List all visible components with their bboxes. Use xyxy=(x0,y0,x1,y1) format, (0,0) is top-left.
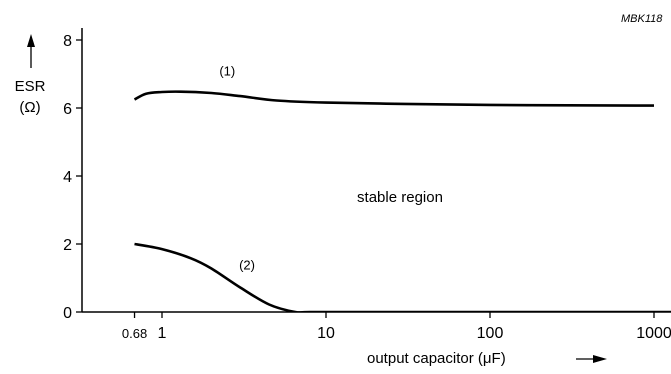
x-tick-label: 1 xyxy=(158,325,167,342)
x-tick-label: 0.68 xyxy=(122,326,147,341)
y-tick-label: 0 xyxy=(63,305,72,322)
x-ticks: 0.68 1 10 100 1000 xyxy=(122,312,671,342)
series-line-2 xyxy=(134,242,671,312)
series-line-1 xyxy=(133,90,655,107)
x-axis-arrow-head xyxy=(593,355,607,363)
figure-id: MBK118 xyxy=(621,13,663,25)
y-axis-arrow-head xyxy=(27,34,35,47)
x-tick-label: 10 xyxy=(317,325,335,342)
y-axis-label-line1: ESR xyxy=(15,78,46,95)
series-label-1: (1) xyxy=(219,64,235,79)
series-labels: (1) (2) xyxy=(219,64,255,273)
x-axis-title: output capacitor (μF) xyxy=(367,350,607,367)
y-ticks: 0 2 4 6 8 xyxy=(63,33,82,322)
series-group xyxy=(133,90,671,312)
y-axis-title: ESR (Ω) xyxy=(15,34,46,116)
y-tick-label: 4 xyxy=(63,169,72,186)
y-axis-label-line2: (Ω) xyxy=(19,99,40,116)
stable-region-annotation: stable region xyxy=(357,189,443,206)
x-axis-label: output capacitor (μF) xyxy=(367,350,506,367)
series-label-2: (2) xyxy=(239,258,255,273)
y-tick-label: 8 xyxy=(63,33,72,50)
y-tick-label: 6 xyxy=(63,101,72,118)
x-tick-label: 100 xyxy=(477,325,504,342)
x-tick-label: 1000 xyxy=(636,325,671,342)
y-tick-label: 2 xyxy=(63,237,72,254)
